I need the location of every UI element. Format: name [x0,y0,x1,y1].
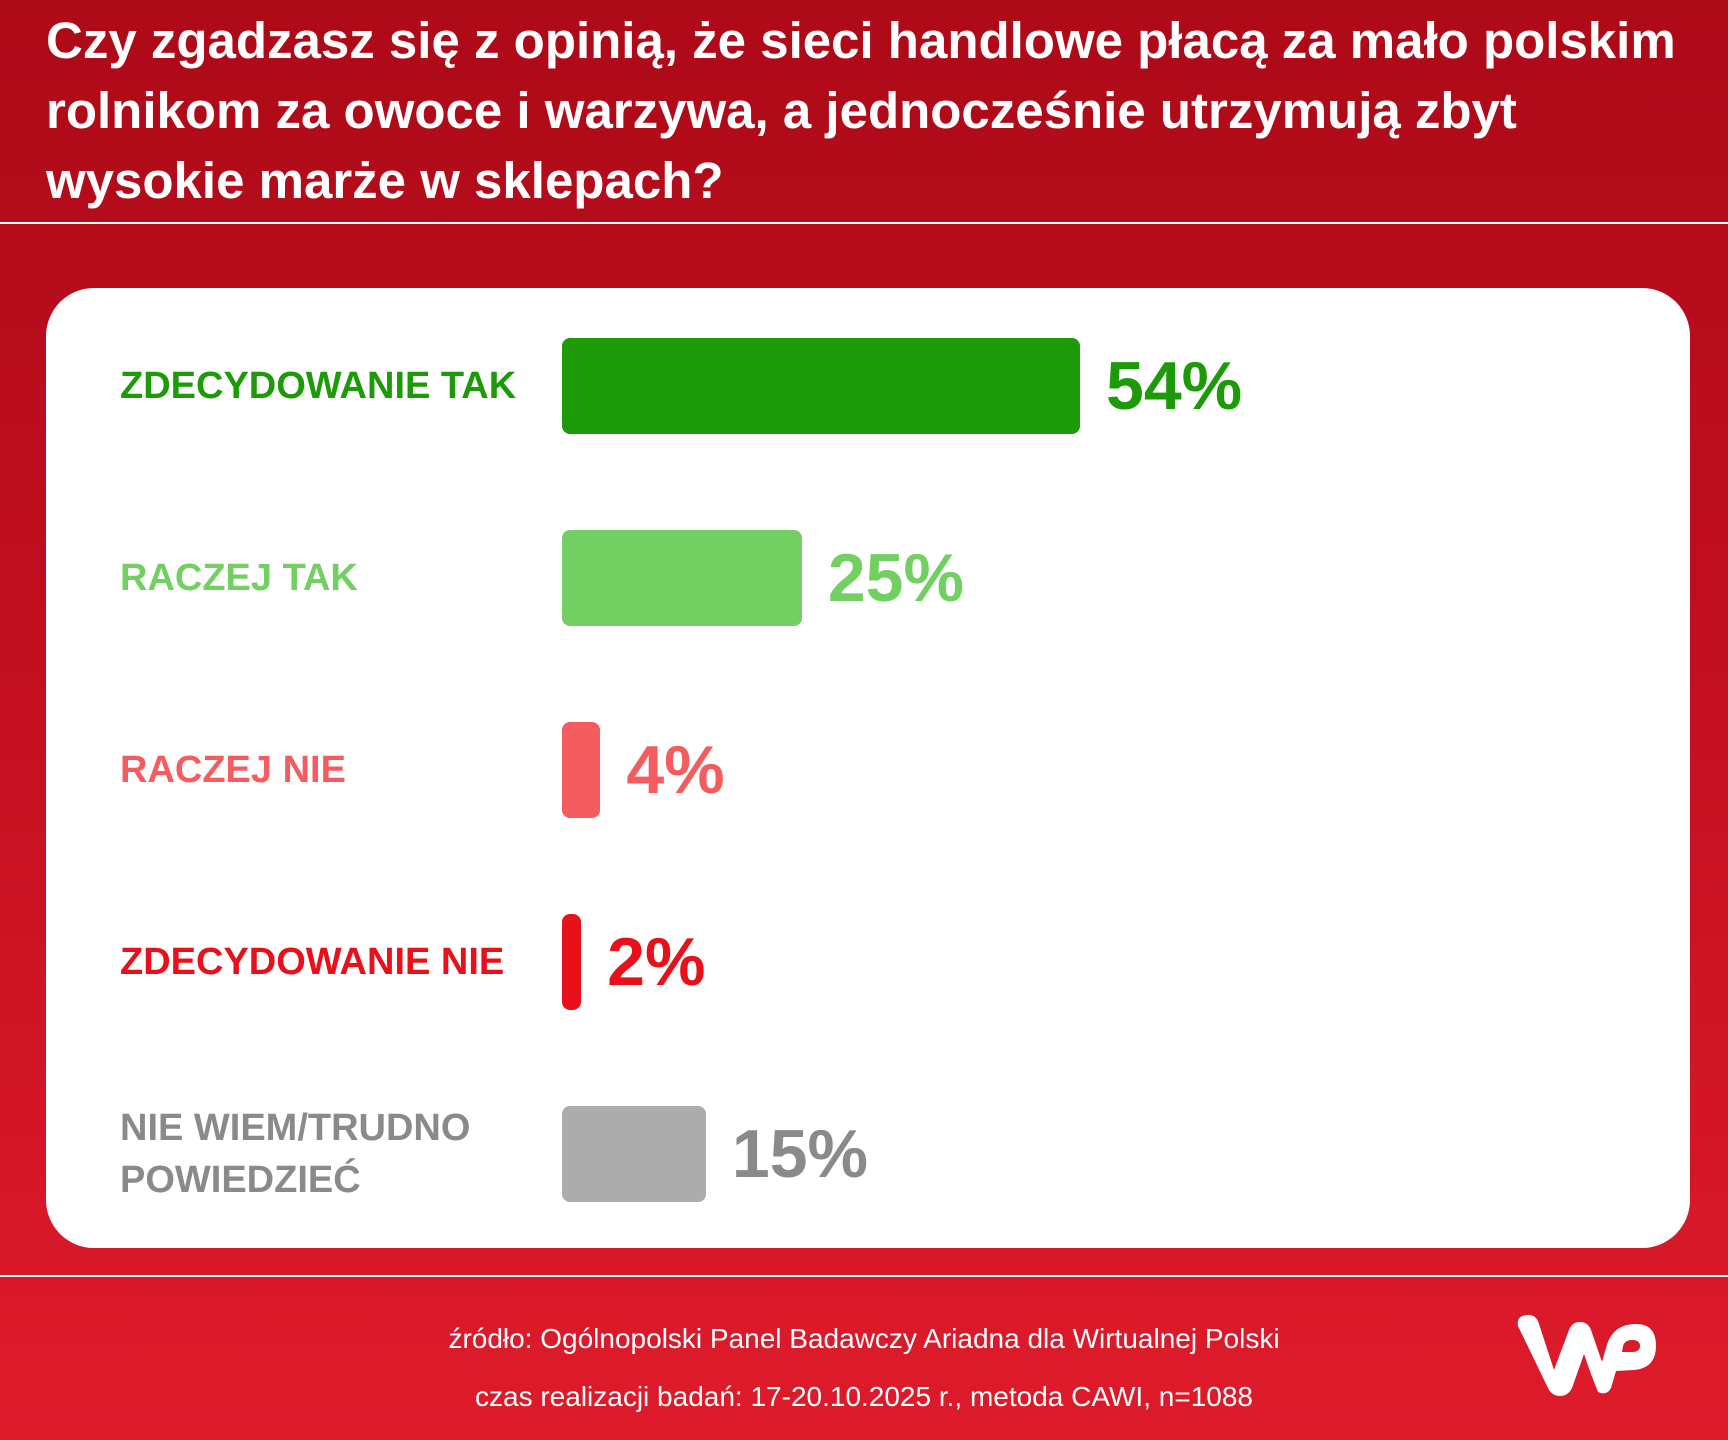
bar [562,914,582,1010]
survey-details: czas realizacji badań: 17-20.10.2025 r.,… [475,1381,1253,1412]
header-divider [0,222,1728,224]
source-note: źródło: Ogólnopolski Panel Badawczy Aria… [448,1323,1280,1354]
value-label: 4% [626,732,725,808]
bar [562,338,1080,434]
value-label: 54% [1106,348,1243,424]
bar [562,530,802,626]
footer-divider [0,1275,1728,1277]
value-label: 15% [731,1116,868,1192]
footer: źródło: Ogólnopolski Panel Badawczy Aria… [0,1310,1728,1426]
category-label: RACZEJ TAK [120,557,358,599]
category-label: ZDECYDOWANIE TAK [120,365,517,407]
bar [562,722,601,818]
chart-title: Czy zgadzasz się z opinią, że sieci hand… [46,12,1676,209]
wp-logo-icon [1517,1314,1656,1396]
value-label: 25% [827,540,964,616]
value-label: 2% [607,924,706,1000]
category-label: RACZEJ NIE [120,749,346,791]
category-label: ZDECYDOWANIE NIE [120,941,505,983]
category-label: NIE WIEM/TRUDNO POWIEDZIEĆ [120,1107,471,1201]
chart-card: ZDECYDOWANIE TAK 54% RACZEJ TAK 25% RACZEJ N… [46,288,1690,1248]
bar [562,1106,706,1202]
